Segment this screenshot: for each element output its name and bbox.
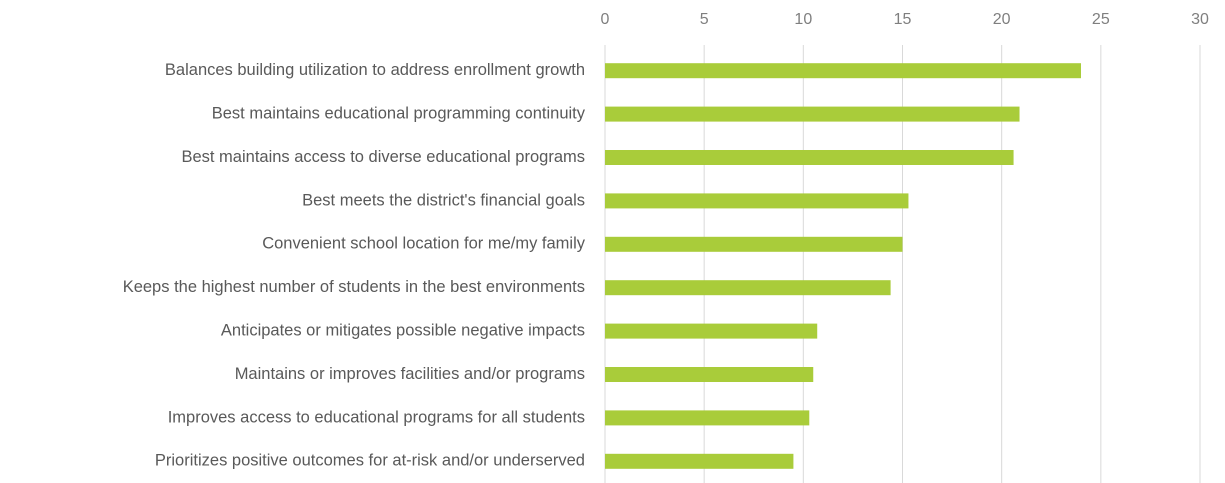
bar xyxy=(605,106,1020,122)
y-tick-label: Best meets the district's financial goal… xyxy=(302,191,585,209)
bar xyxy=(605,453,794,469)
bar xyxy=(605,410,810,426)
y-tick-label: Balances building utilization to address… xyxy=(165,61,585,79)
y-tick-label: Best maintains educational programming c… xyxy=(212,104,586,122)
x-tick-label: 0 xyxy=(601,11,610,28)
x-tick-label: 30 xyxy=(1191,11,1209,28)
bar xyxy=(605,236,903,252)
y-tick-label: Best maintains access to diverse educati… xyxy=(181,148,585,166)
y-tick-label: Anticipates or mitigates possible negati… xyxy=(221,321,585,339)
x-tick-label: 20 xyxy=(993,11,1011,28)
x-tick-label: 10 xyxy=(794,11,812,28)
bar xyxy=(605,323,818,339)
y-tick-label: Convenient school location for me/my fam… xyxy=(262,235,586,253)
bar xyxy=(605,367,814,382)
x-tick-label: 25 xyxy=(1092,11,1110,28)
y-tick-label: Improves access to educational programs … xyxy=(168,408,585,426)
x-tick-label: 15 xyxy=(894,11,912,28)
y-tick-label: Prioritizes positive outcomes for at-ris… xyxy=(155,452,585,470)
bar xyxy=(605,150,1014,165)
bar xyxy=(605,280,891,296)
x-tick-label: 5 xyxy=(700,11,709,28)
bar xyxy=(605,193,909,209)
y-tick-label: Keeps the highest number of students in … xyxy=(123,278,585,296)
bar xyxy=(605,63,1081,79)
y-tick-label: Maintains or improves facilities and/or … xyxy=(235,365,585,383)
